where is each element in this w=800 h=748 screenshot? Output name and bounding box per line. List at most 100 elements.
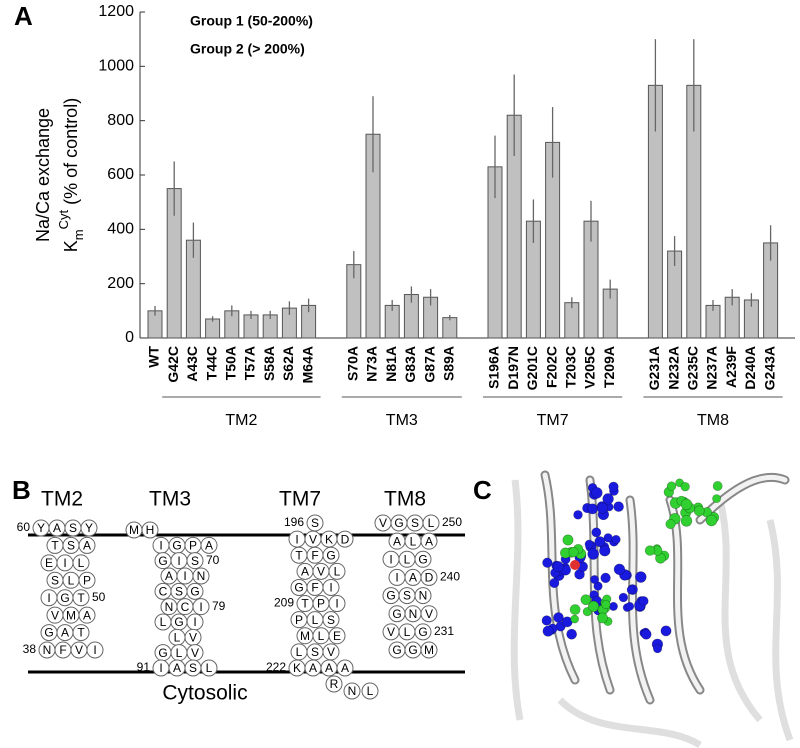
residue: C [159, 585, 168, 599]
atom-sphere [542, 616, 552, 626]
residue: V [327, 645, 335, 659]
atom-sphere [587, 504, 597, 514]
x-tick-label: D197N [505, 346, 521, 390]
x-tick-label: S196A [486, 346, 502, 389]
residue: N [197, 569, 206, 583]
group-label: TM3 [386, 412, 418, 429]
residue: N [348, 684, 357, 698]
residue: I [177, 554, 180, 568]
atom-sphere [666, 519, 676, 529]
residue-number: 70 [206, 553, 220, 567]
helix [514, 480, 520, 720]
residue: G [386, 589, 395, 603]
residue: A [309, 661, 317, 675]
residue: I [183, 569, 186, 583]
atom-sphere [619, 593, 628, 602]
residue-number: 60 [17, 520, 31, 534]
x-tick-label: G83A [402, 346, 418, 383]
atom-sphere [614, 502, 624, 512]
residue: V [75, 643, 83, 657]
residue: G [408, 643, 417, 657]
atom-sphere [567, 629, 577, 639]
residue-number: 91 [137, 660, 151, 674]
legend-entry: Group 2 (> 200%) [190, 41, 305, 57]
x-tick-label: G231A [646, 346, 662, 390]
group-label: TM8 [697, 412, 729, 429]
residue: I [159, 539, 162, 553]
residue: V [379, 516, 387, 530]
residue: V [387, 625, 395, 639]
x-tick-label: F202C [543, 346, 559, 388]
x-tick-label: S70A [345, 346, 361, 381]
residue: Y [85, 521, 93, 535]
helix-label: TM2 [41, 488, 83, 511]
residue: V [309, 532, 317, 546]
residue-number: 240 [440, 570, 460, 584]
helix-label: TM8 [384, 488, 426, 511]
residue: G [158, 554, 167, 568]
residue: L [206, 661, 213, 675]
residue: A [393, 534, 401, 548]
residue: T [301, 597, 309, 611]
atom-sphere [590, 575, 598, 583]
x-tick-label: T50A [223, 346, 239, 380]
x-tick-label: G87A [421, 346, 437, 383]
ribbons [545, 475, 785, 700]
helix [770, 520, 790, 740]
residue: S [311, 516, 319, 530]
x-tick-label: N73A [364, 346, 380, 382]
membrane-label: Cytosolic [162, 682, 247, 705]
atom-sphere [597, 613, 607, 623]
x-tick-label: G243A [761, 346, 777, 390]
residue: G [44, 626, 53, 640]
residue: R [330, 677, 339, 691]
residue: E [333, 629, 341, 643]
panel-label: A [14, 1, 33, 31]
residue: D [341, 532, 350, 546]
helix-label: TM3 [149, 488, 191, 511]
residue: G [190, 585, 199, 599]
residue: T [51, 539, 59, 553]
residue: L [404, 625, 411, 639]
residue: S [189, 661, 197, 675]
y-axis-title-part: m [71, 229, 86, 240]
atom-sphere [553, 561, 563, 571]
residue-number: 250 [442, 515, 462, 529]
residue: S [327, 613, 335, 627]
residue: G [174, 615, 183, 629]
x-tick-label: T57A [242, 346, 258, 380]
x-tick-label: A239F [723, 346, 739, 388]
y-tick-label: 600 [107, 166, 134, 183]
residue: V [51, 608, 59, 622]
structure-image [514, 475, 790, 745]
atom-sphere [612, 535, 621, 544]
y-axis-title: Na/Ca exchange [33, 108, 53, 242]
atom-sphere [571, 615, 579, 623]
residue: L [296, 645, 303, 659]
x-tick-label: V205C [582, 346, 598, 389]
atom-sphere [661, 626, 671, 636]
residue: A [53, 521, 61, 535]
residue: V [317, 565, 325, 579]
residue: L [176, 646, 183, 660]
residue: L [410, 534, 417, 548]
residue: A [61, 626, 69, 640]
residue: G [392, 607, 401, 621]
residue: H [146, 523, 155, 537]
residue: G [418, 552, 427, 566]
residue: F [311, 581, 318, 595]
helix [720, 500, 760, 720]
residue: A [325, 661, 333, 675]
x-tick-label: G42C [165, 346, 181, 383]
residue: S [69, 521, 77, 535]
residue: K [325, 532, 333, 546]
residue: P [189, 539, 197, 553]
residue: L [367, 684, 374, 698]
residue: F [311, 548, 318, 562]
x-tick-label: G201C [524, 346, 540, 390]
residue: D [425, 571, 434, 585]
residue: Y [37, 521, 45, 535]
residue: I [63, 556, 66, 570]
residue: N [165, 600, 174, 614]
residue: S [403, 589, 411, 603]
